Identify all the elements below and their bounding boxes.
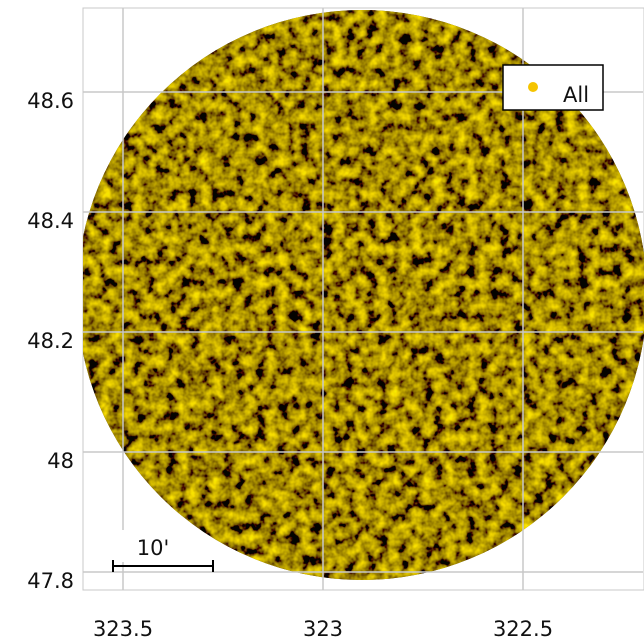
- legend: All: [503, 65, 603, 110]
- y-tick-label: 48.6: [27, 89, 74, 113]
- x-tick-label: 323.5: [93, 617, 153, 641]
- y-tick-label: 48: [47, 449, 74, 473]
- y-tick-label: 48.2: [27, 329, 74, 353]
- y-tick-label: 48.4: [27, 209, 74, 233]
- scale-bar-label: 10': [137, 536, 170, 560]
- y-tick-label: 47.8: [27, 569, 74, 593]
- legend-marker: [528, 82, 538, 92]
- x-tick-label: 322.5: [493, 617, 553, 641]
- legend-label: All: [563, 83, 589, 107]
- x-tick-label: 323: [303, 617, 343, 641]
- chart: 323.5 323 322.5 47.8 48 48.2 48.4 48.6 All 10': [0, 0, 644, 641]
